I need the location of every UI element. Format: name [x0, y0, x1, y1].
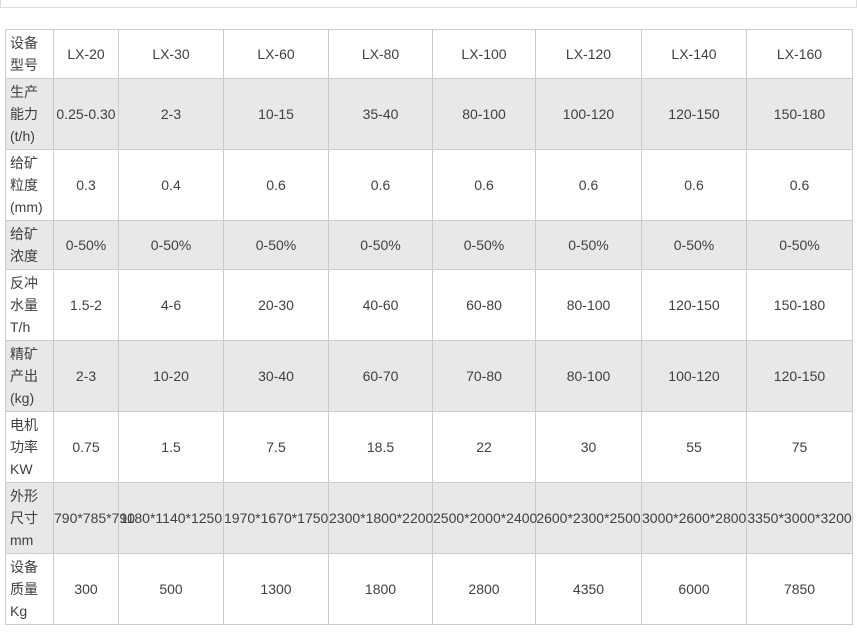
spec-row: 电机 功率 KW 0.75 1.5 7.5 18.5 22 30 55 75: [5, 411, 853, 483]
value-cell: 2-3: [53, 340, 119, 412]
value-cell: 0.3: [53, 149, 119, 221]
spec-row: 给矿 浓度 0-50% 0-50% 0-50% 0-50% 0-50% 0-50% 0-50%…: [5, 220, 853, 270]
value-cell: 100-120: [641, 340, 747, 412]
spec-row: 精矿 产出 (kg) 2-3 10-20 30-40 60-70 70-80 80-100 1…: [5, 340, 853, 412]
value-cell: 0.6: [641, 149, 747, 221]
header-row-label: 设备 型号: [5, 29, 54, 79]
value-cell: 500: [118, 553, 224, 625]
value-cell: 100-120: [535, 78, 642, 150]
model-header-cell: LX-140: [641, 29, 747, 79]
row-label-cell: 生产 能力 (t/h): [5, 78, 54, 150]
value-cell: 1180*1140*1250: [118, 482, 224, 554]
model-header-cell: LX-30: [118, 29, 224, 79]
header-row: 设备 型号 LX-20 LX-30 LX-60 LX-80 LX-100 LX-…: [5, 29, 853, 79]
value-cell: 1.5: [118, 411, 224, 483]
value-cell: 1.5-2: [53, 269, 119, 341]
value-cell: 0-50%: [746, 220, 853, 270]
content-top-divider: [0, 0, 857, 8]
model-header-cell: LX-100: [432, 29, 536, 79]
spec-row: 外形 尺寸 mm 790*785*790 1180*1140*1250 1970*16…: [5, 482, 853, 554]
spec-row: 反冲 水量 T/h 1.5-2 4-6 20-30 40-60 60-80 80-100 12…: [5, 269, 853, 341]
row-label-cell: 设备 质量 Kg: [5, 553, 54, 625]
value-cell: 0.75: [53, 411, 119, 483]
value-cell: 2-3: [118, 78, 224, 150]
value-cell: 2300*1800*2200: [328, 482, 433, 554]
value-cell: 3350*3000*3200: [746, 482, 853, 554]
value-cell: 22: [432, 411, 536, 483]
model-header-cell: LX-160: [746, 29, 853, 79]
value-cell: 0.6: [535, 149, 642, 221]
value-cell: 0-50%: [53, 220, 119, 270]
value-cell: 120-150: [641, 78, 747, 150]
row-label-cell: 给矿 浓度: [5, 220, 54, 270]
model-header-cell: LX-60: [223, 29, 329, 79]
value-cell: 20-30: [223, 269, 329, 341]
value-cell: 0-50%: [118, 220, 224, 270]
value-cell: 790*785*790: [53, 482, 135, 554]
value-cell: 0.4: [118, 149, 224, 221]
value-cell: 18.5: [328, 411, 433, 483]
value-cell: 150-180: [746, 78, 853, 150]
value-cell: 1300: [223, 553, 329, 625]
value-cell: 80-100: [535, 269, 642, 341]
value-cell: 40-60: [328, 269, 433, 341]
value-cell: 30: [535, 411, 642, 483]
value-cell: 1970*1670*1750: [223, 482, 329, 554]
value-cell: 75: [746, 411, 853, 483]
value-cell: 2800: [432, 553, 536, 625]
value-cell: 4-6: [118, 269, 224, 341]
model-header-cell: LX-80: [328, 29, 433, 79]
row-label-cell: 电机 功率 KW: [5, 411, 54, 483]
value-cell: 4350: [535, 553, 642, 625]
row-label-cell: 给矿 粒度 (mm): [5, 149, 54, 221]
value-cell: 120-150: [746, 340, 853, 412]
value-cell: 2500*2000*2400: [432, 482, 537, 554]
value-cell: 3000*2600*2800: [641, 482, 747, 554]
value-cell: 10-15: [223, 78, 329, 150]
value-cell: 0.25-0.30: [53, 78, 119, 150]
spec-row: 设备 质量 Kg 300 500 1300 1800 2800 4350 6000 7850: [5, 553, 853, 625]
value-cell: 0-50%: [223, 220, 329, 270]
value-cell: 0-50%: [432, 220, 536, 270]
spec-row: 给矿 粒度 (mm) 0.3 0.4 0.6 0.6 0.6 0.6 0.6 0.6: [5, 149, 853, 221]
value-cell: 70-80: [432, 340, 536, 412]
row-label-cell: 精矿 产出 (kg): [5, 340, 54, 412]
value-cell: 35-40: [328, 78, 433, 150]
spec-table: 设备 型号 LX-20 LX-30 LX-60 LX-80 LX-100 LX-…: [5, 29, 853, 625]
value-cell: 120-150: [641, 269, 747, 341]
model-header-cell: LX-120: [535, 29, 642, 79]
model-header-cell: LX-20: [53, 29, 119, 79]
value-cell: 55: [641, 411, 747, 483]
value-cell: 1800: [328, 553, 433, 625]
value-cell: 80-100: [535, 340, 642, 412]
row-label-cell: 反冲 水量 T/h: [5, 269, 54, 341]
value-cell: 300: [53, 553, 119, 625]
value-cell: 6000: [641, 553, 747, 625]
spec-table-body: 生产 能力 (t/h) 0.25-0.30 2-3 10-15 35-40 80-100 1…: [5, 78, 853, 625]
value-cell: 150-180: [746, 269, 853, 341]
spec-row: 生产 能力 (t/h) 0.25-0.30 2-3 10-15 35-40 80-100 1…: [5, 78, 853, 150]
value-cell: 60-70: [328, 340, 433, 412]
value-cell: 0-50%: [535, 220, 642, 270]
value-cell: 60-80: [432, 269, 536, 341]
value-cell: 10-20: [118, 340, 224, 412]
value-cell: 30-40: [223, 340, 329, 412]
value-cell: 2600*2300*2500: [535, 482, 642, 554]
value-cell: 7850: [746, 553, 853, 625]
value-cell: 0.6: [432, 149, 536, 221]
value-cell: 0.6: [746, 149, 853, 221]
row-label-cell: 外形 尺寸 mm: [5, 482, 54, 554]
value-cell: 7.5: [223, 411, 329, 483]
value-cell: 0-50%: [328, 220, 433, 270]
value-cell: 0.6: [328, 149, 433, 221]
value-cell: 80-100: [432, 78, 536, 150]
value-cell: 0-50%: [641, 220, 747, 270]
value-cell: 0.6: [223, 149, 329, 221]
